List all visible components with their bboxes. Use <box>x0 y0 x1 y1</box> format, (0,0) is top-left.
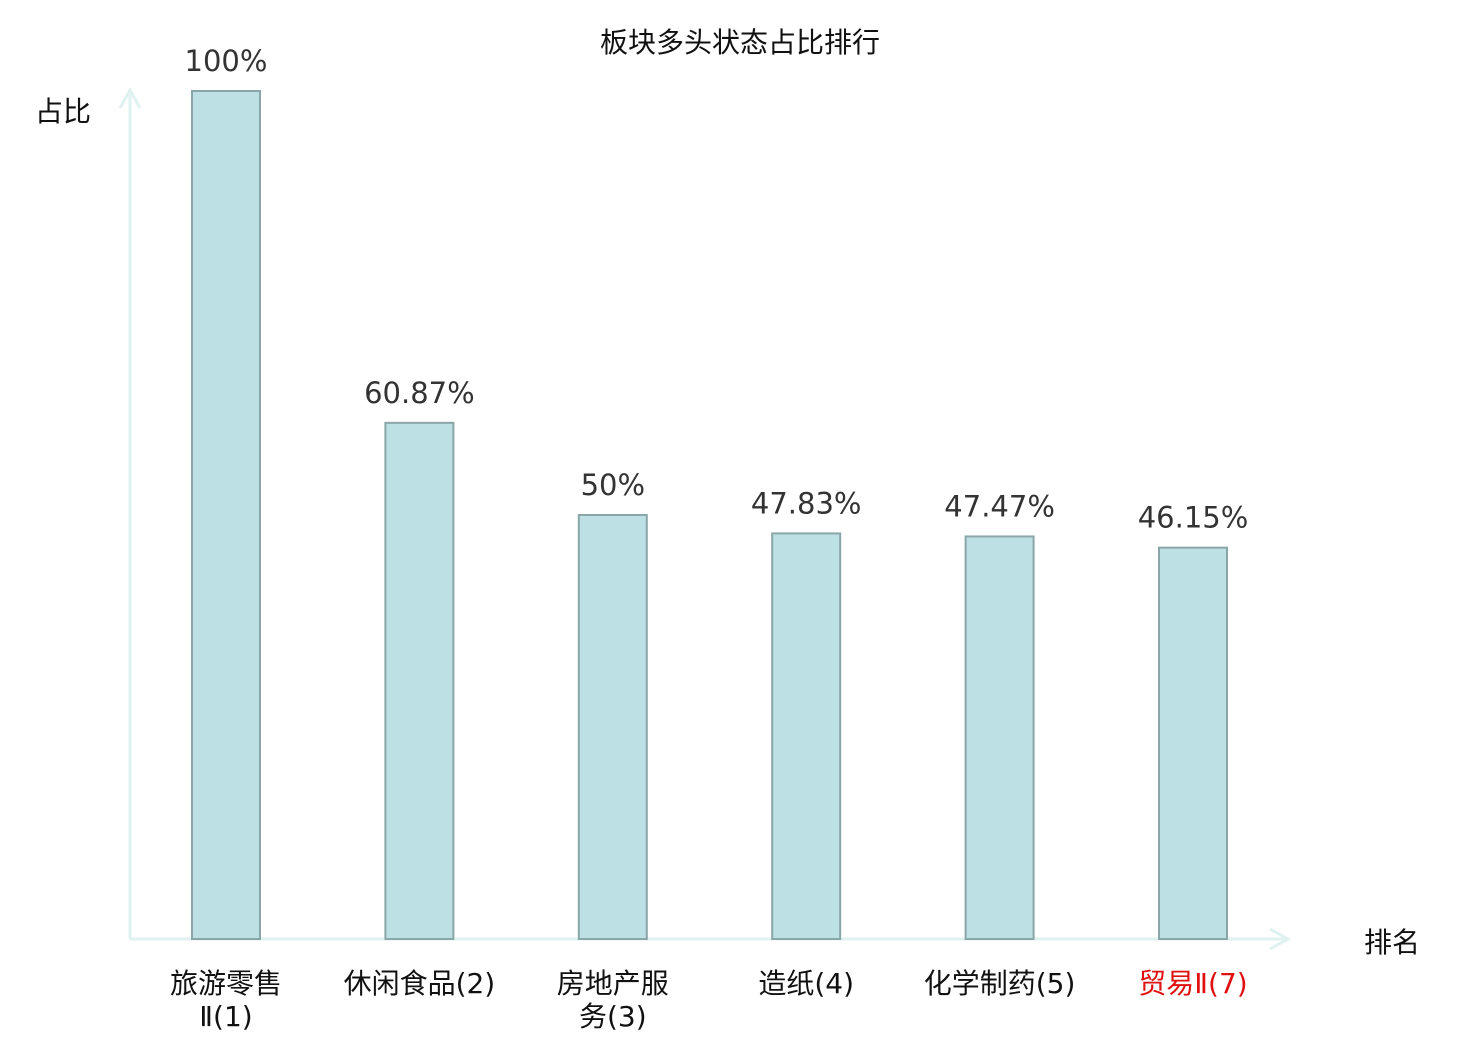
y-axis-label: 占比 <box>35 95 91 128</box>
bar <box>1158 546 1228 940</box>
data-label: 60.87% <box>364 376 475 410</box>
data-label: 46.15% <box>1138 501 1249 535</box>
y-axis <box>118 86 142 939</box>
x-tick-label: 贸易Ⅱ(7) <box>1138 967 1247 1000</box>
x-tick-label: 务(3) <box>579 1000 647 1033</box>
bar <box>384 421 455 940</box>
data-label: 47.83% <box>751 486 862 520</box>
y-axis-arrow-icon <box>118 86 142 109</box>
x-axis <box>130 927 1292 951</box>
chart-title: 板块多头状态占比排行 <box>600 26 880 59</box>
x-tick-label: 房地产服 <box>557 967 669 1000</box>
data-label: 100% <box>185 44 268 78</box>
x-axis-arrow-icon <box>1269 927 1292 951</box>
data-label: 50% <box>581 468 645 502</box>
bar <box>964 535 1035 940</box>
data-label: 47.47% <box>944 489 1055 523</box>
x-axis-label: 排名 <box>1364 926 1420 959</box>
bar <box>771 532 842 940</box>
x-tick-label: 造纸(4) <box>758 967 854 1000</box>
x-tick-label: 休闲食品(2) <box>344 967 496 1000</box>
x-tick-label: Ⅱ(1) <box>199 1000 252 1033</box>
bar <box>191 90 261 940</box>
x-tick-label: 化学制药(5) <box>924 967 1076 1000</box>
x-tick-label: 旅游零售 <box>170 967 282 1000</box>
bar <box>577 514 648 940</box>
